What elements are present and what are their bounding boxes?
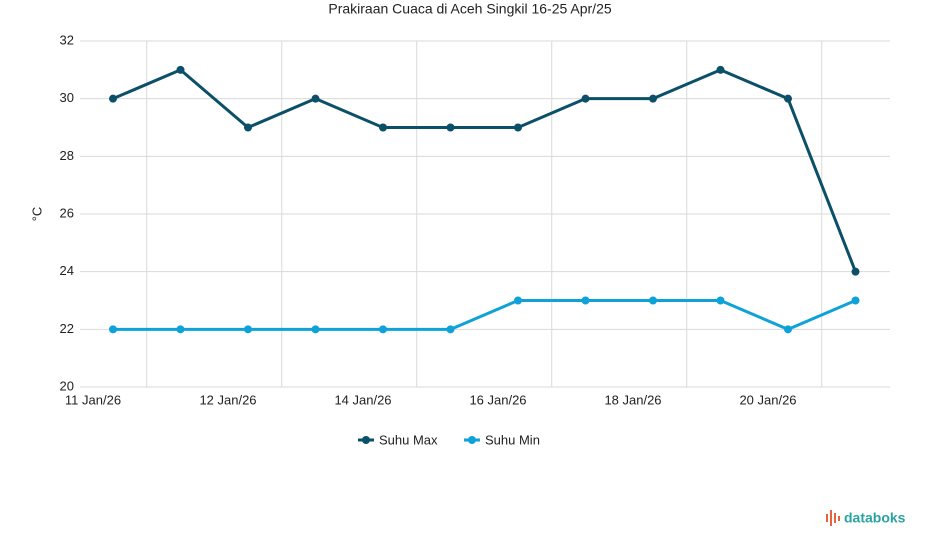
x-tick-label: 14 Jan/26	[334, 392, 391, 407]
data-point	[581, 94, 590, 103]
y-axis-label: °C	[29, 207, 44, 222]
data-point	[379, 123, 387, 132]
legend-item: Suhu Min	[464, 432, 540, 447]
data-point	[716, 65, 725, 74]
data-point	[446, 325, 455, 334]
data-point	[784, 325, 792, 334]
data-point	[851, 267, 860, 276]
data-point	[649, 296, 657, 305]
data-point	[784, 94, 792, 103]
brand-text: databoks	[844, 510, 906, 526]
data-point	[514, 296, 522, 305]
y-tick-label: 32	[60, 32, 74, 47]
chart-title: Prakiraan Cuaca di Aceh Singkil 16-25 Ap…	[328, 1, 611, 17]
x-tick-label: 12 Jan/26	[199, 392, 256, 407]
x-tick-label: 11 Jan/26	[65, 392, 121, 407]
data-point	[176, 325, 185, 334]
data-point	[244, 325, 252, 334]
data-point	[716, 296, 725, 305]
data-point	[446, 123, 455, 132]
x-tick-label: 18 Jan/26	[604, 392, 661, 407]
y-tick-label: 28	[60, 148, 74, 163]
y-tick-label: 20	[60, 378, 74, 393]
data-point	[311, 94, 320, 103]
x-tick-label: 16 Jan/26	[469, 392, 526, 407]
y-tick-label: 30	[60, 90, 74, 105]
data-point	[176, 65, 185, 74]
data-point	[109, 94, 117, 103]
brand-logo: databoks	[826, 510, 906, 526]
data-point	[311, 325, 320, 334]
legend-label: Suhu Min	[485, 432, 540, 447]
y-tick-label: 24	[60, 263, 74, 278]
y-tick-label: 26	[60, 205, 74, 220]
data-point	[379, 325, 387, 334]
legend-marker	[362, 436, 370, 444]
legend-marker	[468, 436, 476, 444]
data-point	[109, 325, 117, 334]
series-line	[113, 299, 857, 331]
legend-item: Suhu Max	[358, 432, 438, 447]
data-point	[649, 94, 657, 103]
data-point	[514, 123, 522, 132]
series-line	[112, 68, 857, 273]
data-point	[581, 296, 590, 305]
y-tick-label: 22	[60, 321, 74, 336]
legend-label: Suhu Max	[379, 432, 438, 447]
x-tick-label: 20 Jan/26	[739, 392, 796, 407]
data-point	[244, 123, 252, 132]
data-point	[851, 296, 860, 305]
